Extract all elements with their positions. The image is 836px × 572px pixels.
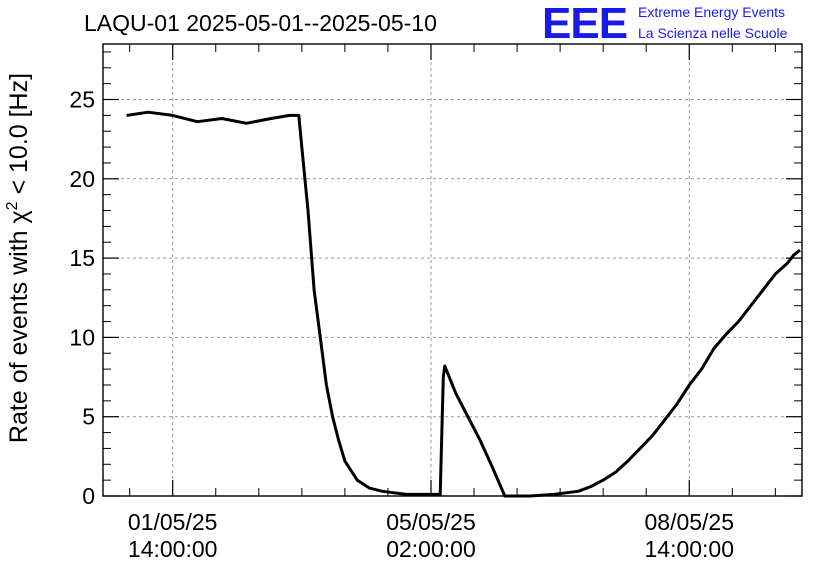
y-tick-label: 20: [69, 166, 95, 192]
y-tick-label: 15: [69, 245, 95, 271]
y-tick-label: 25: [69, 87, 95, 113]
brand-line-1: Extreme Energy Events: [638, 4, 786, 20]
data-series: [126, 110, 801, 498]
y-tick-label: 10: [69, 324, 95, 350]
y-axis-label-prefix: Rate of events with: [5, 224, 33, 444]
y-axis-label-chi: χ: [5, 210, 33, 223]
brand-line-2: La Scienza nelle Scuole: [638, 25, 788, 41]
axis-ticks: [103, 44, 802, 497]
x-tick-label-date: 05/05/25: [386, 509, 476, 535]
y-tick-labels: 0 5 10 15 20 25: [69, 87, 95, 509]
eee-logo: EEE: [542, 0, 628, 48]
y-axis-label-suffix: < 10.0 [Hz]: [5, 73, 33, 202]
x-tick-label-time: 14:00:00: [128, 536, 218, 562]
x-tick-label-date: 01/05/25: [128, 509, 218, 535]
chart-title: LAQU-01 2025-05-01--2025-05-10: [84, 10, 437, 36]
rate-series-line: [126, 110, 801, 498]
y-tick-label: 0: [82, 483, 95, 509]
x-tick-label-date: 08/05/25: [644, 509, 734, 535]
x-tick-labels: 01/05/2514:00:0005/05/2502:00:0008/05/25…: [128, 509, 734, 562]
y-tick-label: 5: [82, 404, 95, 430]
grid-lines: [103, 44, 802, 496]
x-tick-label-time: 14:00:00: [644, 536, 734, 562]
y-axis-label-superscript: 2: [4, 201, 21, 210]
y-axis-label: Rate of events with χ2 < 10.0 [Hz]: [4, 73, 33, 443]
plot-frame: [102, 43, 803, 497]
x-tick-label-time: 02:00:00: [386, 536, 476, 562]
